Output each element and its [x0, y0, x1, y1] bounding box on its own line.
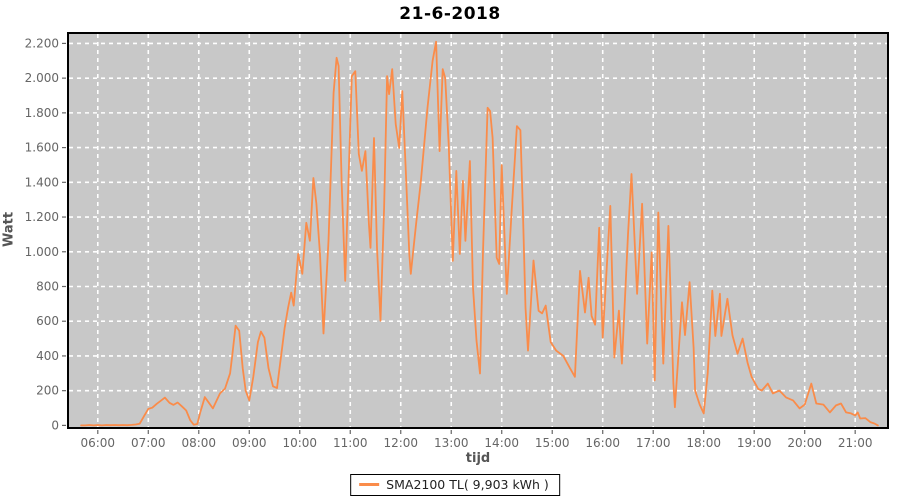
y-tick-label: 1.400	[25, 175, 59, 189]
x-tick-label: 14:00	[484, 436, 519, 450]
y-tick-label: 1.000	[25, 245, 59, 259]
x-tick-label: 15:00	[535, 436, 570, 450]
legend-label: SMA2100 TL( 9,903 kWh )	[386, 477, 549, 492]
x-tick-label: 07:00	[131, 436, 166, 450]
y-tick-label: 0	[51, 418, 59, 432]
x-tick-label: 11:00	[333, 436, 368, 450]
series-line-sma2100	[80, 40, 879, 427]
x-tick-label: 16:00	[585, 436, 620, 450]
y-tick-label: 2.200	[25, 36, 59, 50]
x-tick-label: 12:00	[383, 436, 418, 450]
y-tick-label: 400	[36, 349, 59, 363]
x-tick-label: 13:00	[434, 436, 469, 450]
x-tick-label: 19:00	[737, 436, 772, 450]
x-tick-label: 09:00	[232, 436, 267, 450]
y-tick-label: 1.600	[25, 141, 59, 155]
x-tick-label: 08:00	[181, 436, 216, 450]
x-tick-label: 06:00	[80, 436, 115, 450]
x-tick-label: 17:00	[636, 436, 671, 450]
x-tick-label: 21:00	[838, 436, 873, 450]
y-tick-label: 2.000	[25, 71, 59, 85]
plot-grid	[69, 34, 887, 427]
chart-title: 21-6-2018	[399, 4, 501, 24]
y-tick-label: 600	[36, 314, 59, 328]
y-tick-label: 1.800	[25, 106, 59, 120]
plot-background	[68, 33, 888, 428]
y-tick-label: 800	[36, 279, 59, 293]
y-tick-label: 200	[36, 384, 59, 398]
y-axis-title: Watt	[1, 211, 17, 248]
x-tick-label: 18:00	[686, 436, 721, 450]
legend-line-swatch	[359, 483, 380, 486]
legend-box: SMA2100 TL( 9,903 kWh )	[350, 474, 560, 496]
x-tick-label: 20:00	[787, 436, 822, 450]
y-tick-label: 1.200	[25, 210, 59, 224]
plot-border	[67, 32, 889, 429]
x-tick-label: 10:00	[282, 436, 317, 450]
x-axis-title: tijd	[465, 451, 491, 466]
